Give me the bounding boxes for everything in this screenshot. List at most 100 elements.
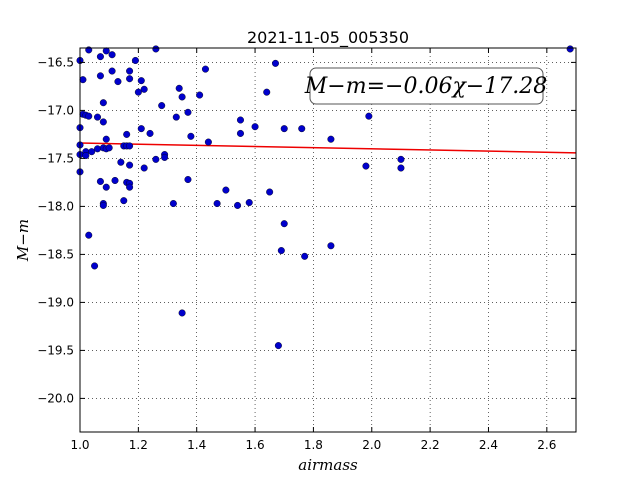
data-point <box>222 186 230 194</box>
data-point <box>82 152 90 160</box>
data-point <box>327 135 335 143</box>
data-point <box>126 67 134 75</box>
data-point <box>146 129 154 137</box>
annotation-box: M−m=−0.06χ−17.28 <box>304 67 547 105</box>
data-point <box>99 99 107 107</box>
y-tick-label: −17.5 <box>37 151 74 165</box>
data-point <box>140 85 148 93</box>
data-point <box>134 88 142 96</box>
data-point <box>111 176 119 184</box>
data-point <box>79 76 87 84</box>
data-point <box>91 262 99 270</box>
x-tick-label: 1.4 <box>187 438 206 452</box>
y-axis-label: M−m <box>14 219 32 262</box>
data-point <box>201 65 209 73</box>
annotation-frame <box>309 67 544 105</box>
axis-ticks: 1.0 1.2 1.4 1.6 1.8 2.0 2.2 2.4 2.6 −16.5 −17.0 −17… <box>37 48 576 452</box>
data-point <box>105 144 113 152</box>
fit-equation: M−m=−0.06χ−17.28 <box>304 74 547 99</box>
data-point <box>131 56 139 64</box>
y-tick-label: −18.0 <box>37 199 74 213</box>
data-point <box>277 247 285 255</box>
x-tick-label: 2.2 <box>421 438 440 452</box>
chart-title: 2021-11-05_005350 <box>247 28 409 48</box>
data-point <box>120 197 128 205</box>
data-point <box>94 145 102 153</box>
data-point <box>236 116 244 124</box>
data-point <box>123 130 131 138</box>
data-point <box>85 231 93 239</box>
data-point <box>108 67 116 75</box>
data-point <box>99 201 107 209</box>
data-point <box>96 53 104 61</box>
data-point <box>96 177 104 185</box>
data-point <box>365 112 373 120</box>
y-tick-label: −16.5 <box>37 55 74 69</box>
data-point <box>126 75 134 83</box>
data-point <box>362 162 370 170</box>
data-point <box>140 164 148 172</box>
data-point <box>187 132 195 140</box>
data-point <box>102 47 110 55</box>
data-point <box>152 45 160 53</box>
y-tick-label: −19.5 <box>37 343 74 357</box>
data-point <box>96 72 104 80</box>
data-point <box>152 155 160 163</box>
data-point <box>245 199 253 207</box>
data-point <box>184 176 192 184</box>
data-point <box>266 188 274 196</box>
data-point <box>117 158 125 166</box>
data-point <box>178 309 186 317</box>
data-point <box>566 45 574 53</box>
y-tick-label: −20.0 <box>37 391 74 405</box>
data-point <box>94 113 102 121</box>
data-point <box>99 118 107 126</box>
data-point <box>274 342 282 350</box>
data-point <box>126 142 134 150</box>
data-point <box>102 135 110 143</box>
data-point <box>327 242 335 250</box>
data-point <box>236 129 244 137</box>
data-point <box>88 148 96 156</box>
data-point <box>234 201 242 209</box>
plot-frame <box>79 47 577 433</box>
fit-line <box>79 142 577 154</box>
data-point <box>301 252 309 260</box>
x-axis-label: airmass <box>298 456 358 474</box>
y-tick-label: −17.0 <box>37 103 74 117</box>
data-point <box>298 125 306 133</box>
data-point <box>280 125 288 133</box>
data-point <box>251 123 259 131</box>
data-point <box>108 51 116 59</box>
y-tick-label: −19.0 <box>37 295 74 309</box>
data-point <box>178 93 186 101</box>
x-tick-label: 2.6 <box>537 438 556 452</box>
x-tick-label: 1.0 <box>70 438 89 452</box>
data-point <box>126 161 134 169</box>
data-point <box>102 183 110 191</box>
data-point <box>158 102 166 110</box>
data-point <box>85 112 93 120</box>
data-point <box>196 91 204 99</box>
data-point <box>280 220 288 228</box>
data-point <box>397 155 405 163</box>
data-point <box>204 138 212 146</box>
y-tick-label: −18.5 <box>37 247 74 261</box>
grid <box>80 48 576 432</box>
data-point <box>169 200 177 208</box>
data-point <box>114 78 122 86</box>
data-point <box>213 200 221 208</box>
plot-area <box>80 48 576 432</box>
data-point <box>271 59 279 67</box>
x-tick-label: 1.8 <box>304 438 323 452</box>
data-point <box>184 108 192 116</box>
data-point <box>263 88 271 96</box>
x-tick-label: 2.0 <box>362 438 381 452</box>
data-point <box>161 153 169 161</box>
data-point <box>175 84 183 92</box>
data-point <box>137 77 145 85</box>
data-points <box>76 45 574 350</box>
data-point <box>137 125 145 133</box>
x-tick-label: 2.4 <box>479 438 498 452</box>
